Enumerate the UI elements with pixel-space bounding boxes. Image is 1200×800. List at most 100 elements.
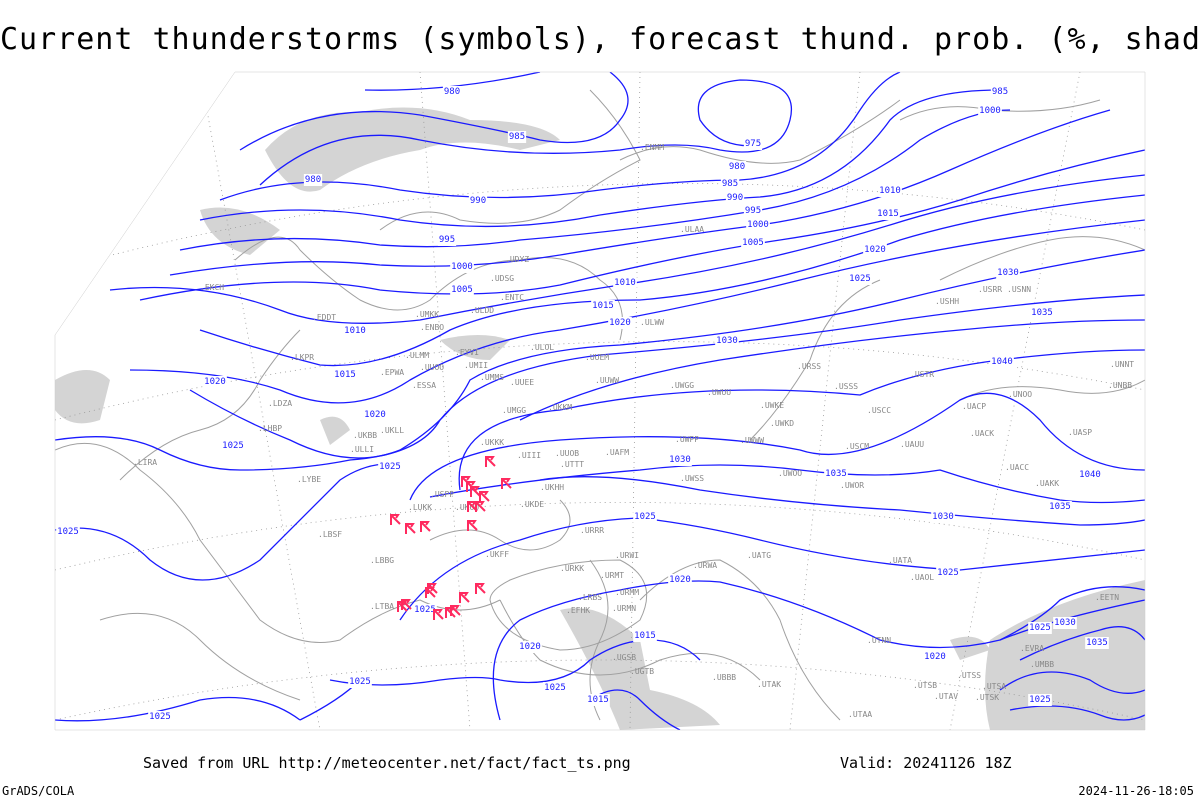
isobar-label-bg xyxy=(720,178,740,190)
isobar-label: 1030 xyxy=(932,512,954,522)
station-label: .LDZA xyxy=(268,399,292,408)
station-label: .UUOB xyxy=(555,449,579,458)
isobar-label: 1005 xyxy=(742,238,764,248)
station-label: .URKK xyxy=(560,564,584,573)
isobar-label: 1010 xyxy=(614,278,636,288)
station-label: .URRR xyxy=(580,526,604,535)
station-label: .URWA xyxy=(693,561,717,570)
isobar-label: 985 xyxy=(722,179,738,189)
map-frame xyxy=(54,71,1146,731)
station-label: .UDYZ xyxy=(505,255,529,264)
station-label: .UMBB xyxy=(1030,660,1054,669)
station-label: .UTAA xyxy=(848,710,872,719)
station-label: .UWGG xyxy=(670,381,694,390)
thunderstorm-symbol-icon xyxy=(475,501,486,512)
isobar-label: 1030 xyxy=(1054,618,1076,628)
station-label: .UBBB xyxy=(712,673,736,682)
thunderstorm-symbol-icon xyxy=(405,523,416,534)
thunderstorm-symbol-icon xyxy=(470,486,481,497)
isobar-label: 995 xyxy=(745,206,761,216)
isobar-label-bg xyxy=(378,461,402,473)
station-label: .UKLL xyxy=(380,426,404,435)
station-label: .UKHH xyxy=(540,483,564,492)
station-label: .USPP xyxy=(430,490,454,499)
thunderstorm-symbols xyxy=(390,456,512,620)
isobar-label-bg xyxy=(450,284,474,296)
station-label: .UTTT xyxy=(560,460,584,469)
isobar-label-bg xyxy=(936,567,960,579)
station-label: .UWUU xyxy=(707,388,731,397)
thunderstorm-symbol-icon xyxy=(390,514,401,525)
isobar-label-bg xyxy=(1053,617,1077,629)
station-label: .UATA xyxy=(888,556,912,565)
station-label: .UMMS xyxy=(480,373,504,382)
station-label: .UMGG xyxy=(502,406,526,415)
isobar-label: 1000 xyxy=(451,262,473,272)
isobar-label: 1020 xyxy=(204,377,226,387)
isobar-label-bg xyxy=(1048,501,1072,513)
station-label: .EKCH xyxy=(200,283,224,292)
isobar-label-bg xyxy=(668,574,692,586)
isobar-label: 1025 xyxy=(349,677,371,687)
station-label: .UTNN xyxy=(867,636,891,645)
isobar-label-bg xyxy=(931,511,955,523)
isobar-label-bg xyxy=(148,711,172,723)
station-label: .URSS xyxy=(797,362,821,371)
station-label: .UKKK xyxy=(480,438,504,447)
station-label: .UWKD xyxy=(770,419,794,428)
isobar-label-bg xyxy=(1028,622,1052,634)
isobar-label: 1000 xyxy=(747,220,769,230)
isobar-label: 1025 xyxy=(937,568,959,578)
isobar-label-bg xyxy=(715,335,739,347)
station-label: .UAFM xyxy=(605,448,629,457)
thunderstorm-symbol-icon xyxy=(450,605,461,616)
thunderstorm-symbol-icon xyxy=(459,592,470,603)
station-label: .EDDT xyxy=(312,313,336,322)
thunderstorm-symbol-icon xyxy=(425,587,436,598)
station-label: .UATG xyxy=(747,551,771,560)
station-label: .LYBE xyxy=(297,475,321,484)
station-label: .UIII xyxy=(517,451,541,460)
station-label: .USTR xyxy=(910,370,934,379)
station-label: .ENMM xyxy=(640,143,664,152)
thunderstorm-symbol-icon xyxy=(479,491,490,502)
station-label: .UWWW xyxy=(740,436,764,445)
station-label: .EVRA xyxy=(1020,644,1044,653)
isobar-label: 1025 xyxy=(414,605,436,615)
isobar-label-bg xyxy=(878,185,902,197)
isobar-label-bg xyxy=(743,205,763,217)
station-label: .USCC xyxy=(867,406,891,415)
station-label: .USSS xyxy=(834,382,858,391)
station-label: .LKPR xyxy=(290,353,314,362)
isobar-label: 1015 xyxy=(877,209,899,219)
isobar-label-bg xyxy=(221,440,245,452)
station-label: .URMT xyxy=(600,571,624,580)
source-url: Saved from URL http://meteocenter.net/fa… xyxy=(143,754,631,772)
isobar-label-bg xyxy=(343,325,367,337)
station-label: .UMKK xyxy=(415,310,439,319)
isobar-label-bg xyxy=(363,409,387,421)
isobar-label-bg xyxy=(613,277,637,289)
station-label: .UUWW xyxy=(595,376,619,385)
isobar-label: 1000 xyxy=(979,106,1001,116)
isobar-label-bg xyxy=(1030,307,1054,319)
isobar-label: 1030 xyxy=(716,336,738,346)
isobar-label-bg xyxy=(996,267,1020,279)
isobar-label: 990 xyxy=(727,193,743,203)
isobar-label: 975 xyxy=(745,139,761,149)
valid-time: Valid: 20241126 18Z xyxy=(840,754,1012,772)
isobar-label-bg xyxy=(824,468,848,480)
isobar-label: 980 xyxy=(729,162,745,172)
isobar-label: 1025 xyxy=(849,274,871,284)
isobar-label-bg xyxy=(876,208,900,220)
isobar-label: 1015 xyxy=(592,301,614,311)
station-label: .UWPP xyxy=(675,435,699,444)
thunderstorm-symbol-icon xyxy=(475,583,486,594)
isobar-label: 1040 xyxy=(991,357,1013,367)
station-label: .EYVI xyxy=(455,348,479,357)
isobar-label-bg xyxy=(586,694,610,706)
isobar-label-bg xyxy=(990,356,1014,368)
isobar-label-bg xyxy=(990,86,1010,98)
isobar-label-bg xyxy=(727,161,747,173)
